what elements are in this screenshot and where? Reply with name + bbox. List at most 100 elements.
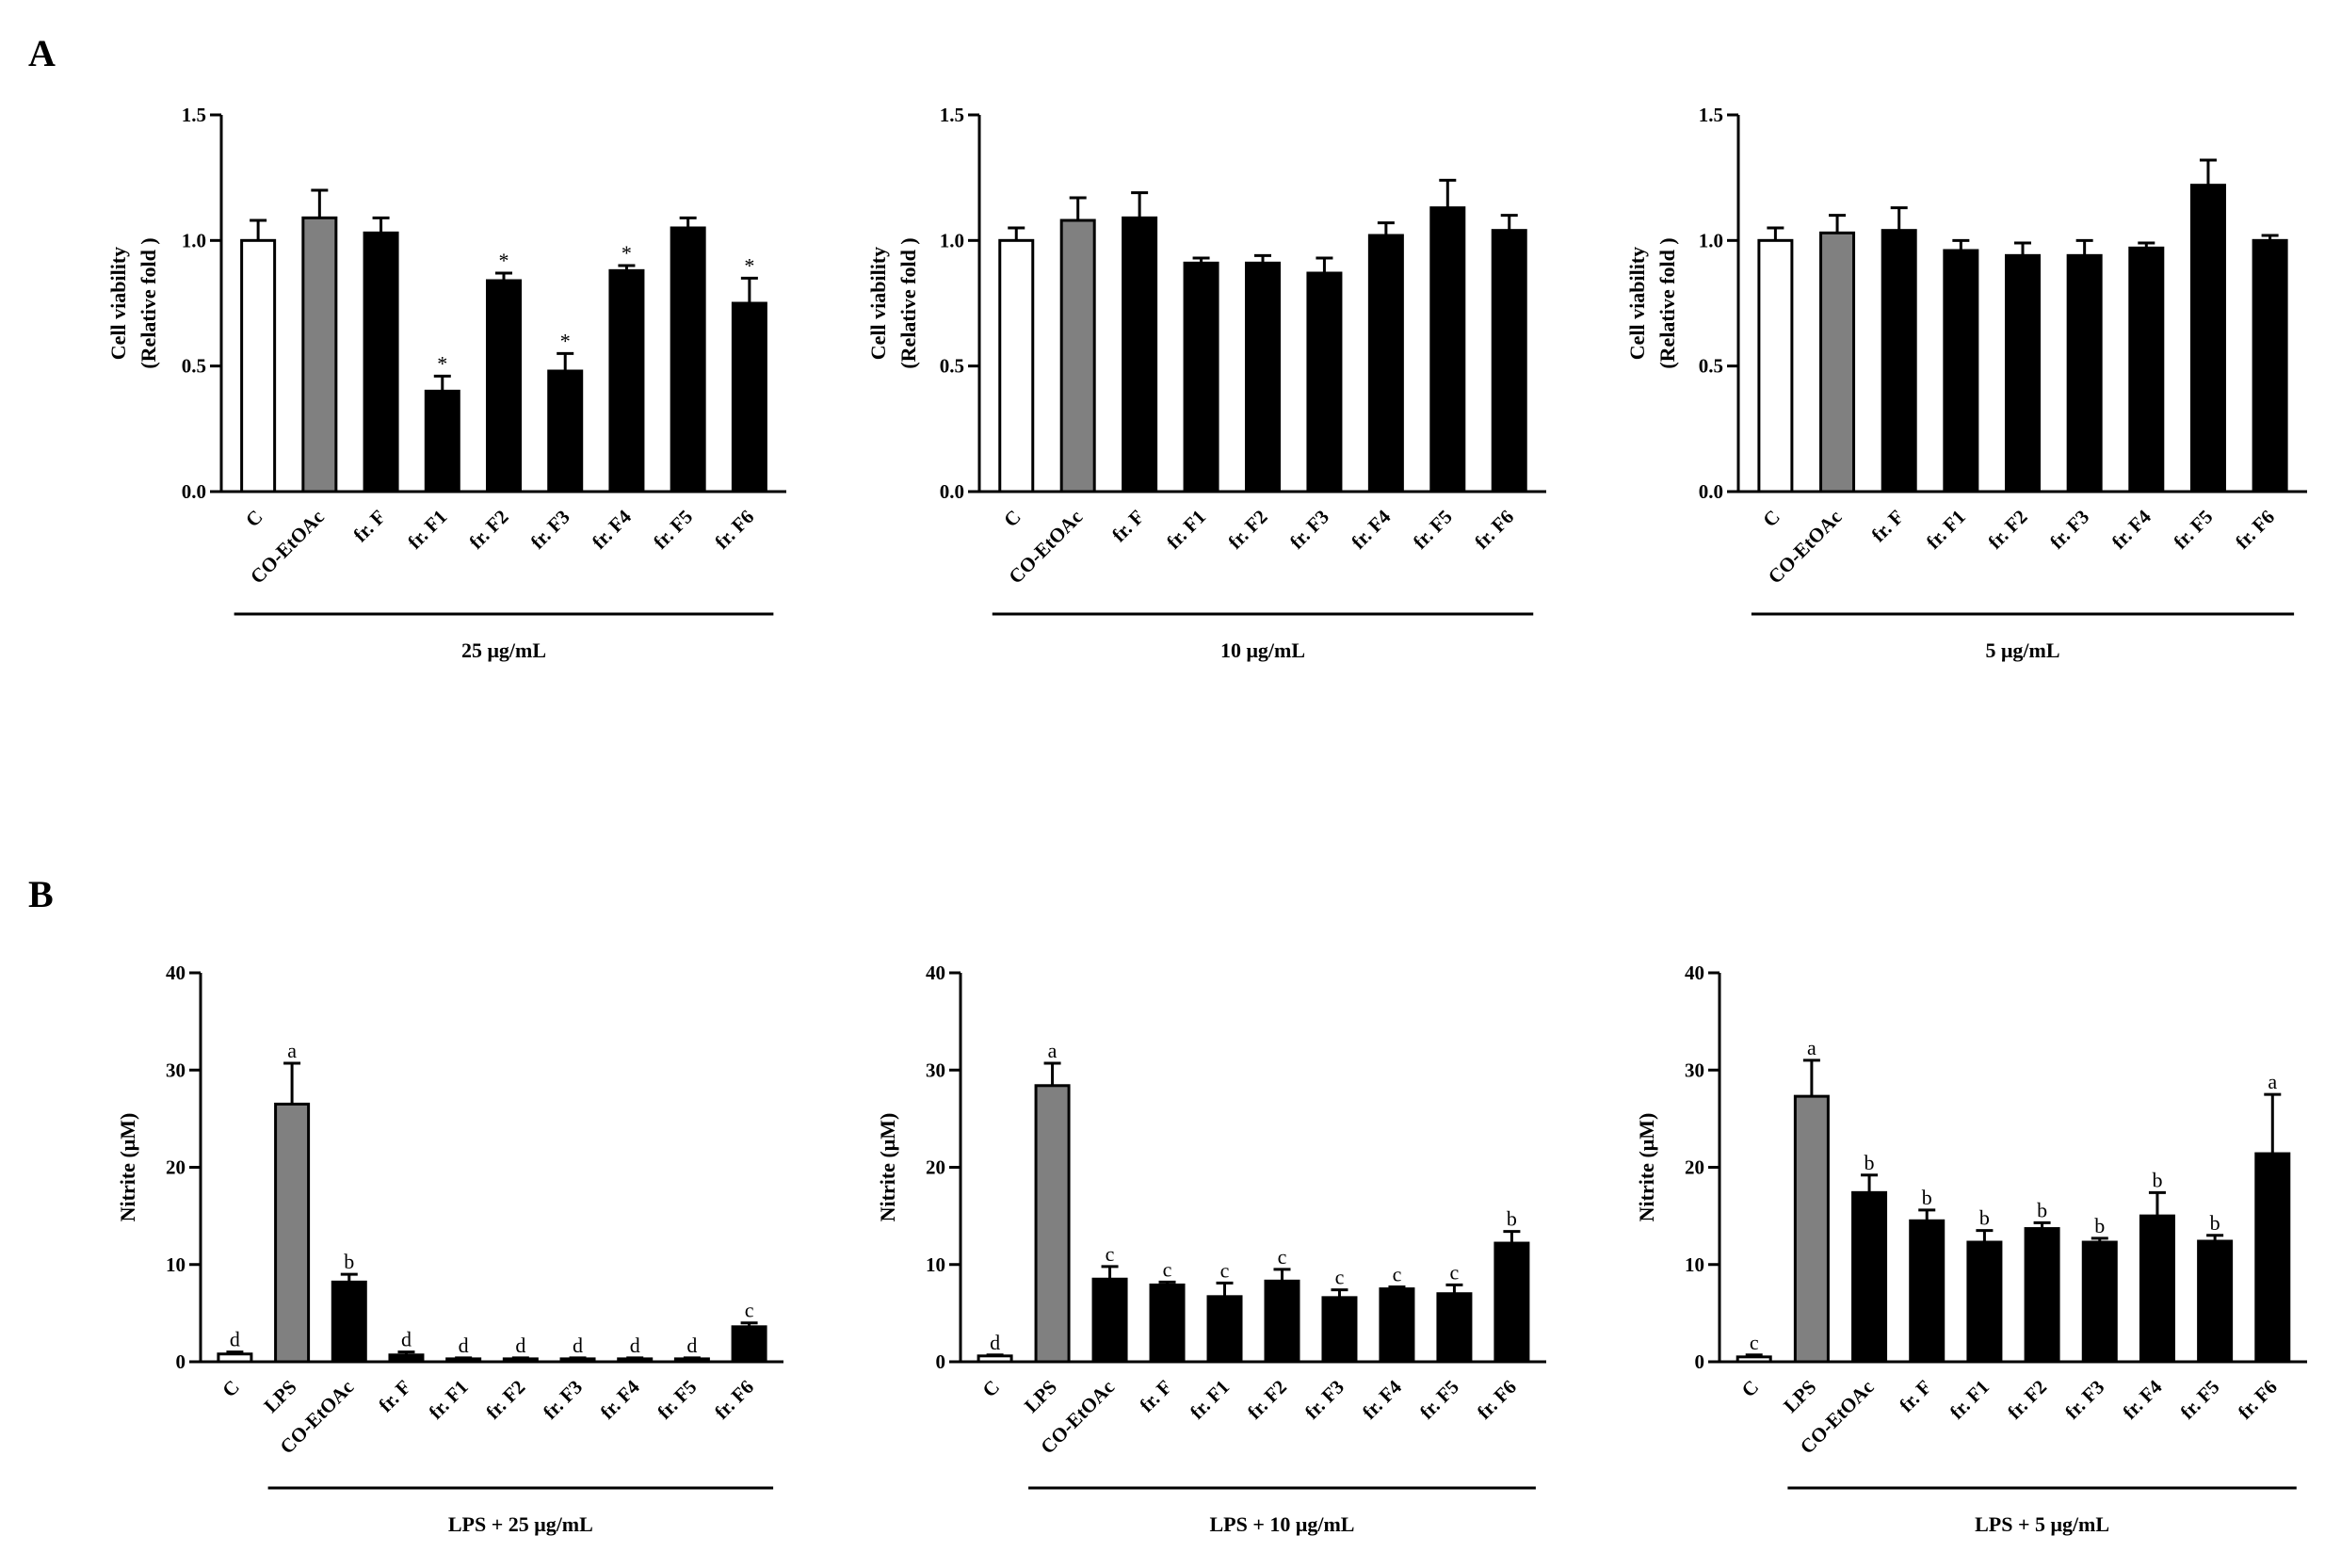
- category-label: fr. F: [1135, 1376, 1176, 1417]
- y-axis-label-line2: (Relative fold ): [1655, 237, 1679, 368]
- bar: [1245, 261, 1281, 493]
- significance-label: b: [2037, 1198, 2047, 1221]
- category-label: fr. F6: [1473, 1376, 1521, 1424]
- y-axis-label: Nitrite (μM): [116, 1113, 139, 1222]
- significance-label: *: [499, 249, 509, 272]
- category-label: fr. F3: [2060, 1376, 2108, 1424]
- panel-label-b: B: [28, 873, 54, 915]
- category-label: fr. F4: [2107, 505, 2155, 553]
- bar: [388, 1353, 425, 1364]
- significance-label: *: [622, 241, 632, 265]
- category-label: fr. F6: [1470, 506, 1518, 554]
- significance-label: d: [401, 1328, 412, 1351]
- y-tick-label: 0.5: [1699, 355, 1723, 378]
- bar: [731, 301, 767, 493]
- significance-label: d: [686, 1334, 697, 1357]
- category-label: C: [218, 1376, 244, 1402]
- y-tick-label: 30: [1685, 1059, 1704, 1081]
- significance-label: *: [560, 329, 571, 352]
- category-label: fr. F: [1867, 506, 1909, 547]
- group-label: 5 μg/mL: [1985, 639, 2059, 662]
- significance-label: b: [1507, 1207, 1517, 1231]
- y-tick-label: 10: [1685, 1253, 1704, 1276]
- y-tick-label: 0.0: [940, 480, 964, 503]
- category-label: fr. F4: [1358, 1375, 1406, 1423]
- significance-label: b: [2152, 1168, 2162, 1191]
- significance-label: c: [1220, 1258, 1230, 1282]
- category-label: fr. F5: [1415, 1376, 1463, 1424]
- category-label: fr. F6: [710, 506, 758, 554]
- y-tick-label: 20: [1685, 1156, 1704, 1179]
- significance-label: c: [1335, 1266, 1345, 1289]
- category-label: fr. F: [374, 1376, 415, 1417]
- bar: [2139, 1214, 2175, 1364]
- bar: [2252, 238, 2288, 493]
- category-label: fr. F3: [2045, 506, 2093, 554]
- significance-label: d: [630, 1334, 640, 1357]
- bar: [1819, 231, 1856, 493]
- significance-label: a: [1807, 1036, 1816, 1059]
- category-label: fr. F3: [1285, 506, 1333, 554]
- bar: [1091, 1277, 1128, 1364]
- significance-label: a: [2268, 1070, 2277, 1093]
- y-tick-label: 40: [1685, 962, 1704, 984]
- y-tick-label: 30: [166, 1059, 186, 1081]
- bar: [363, 231, 399, 493]
- significance-label: c: [1163, 1257, 1172, 1281]
- significance-label: c: [1278, 1245, 1287, 1269]
- significance-label: *: [744, 253, 754, 277]
- bar: [1379, 1287, 1415, 1364]
- category-label: fr. F4: [2118, 1375, 2166, 1423]
- category-label: fr. F2: [2003, 1376, 2051, 1424]
- bar: [240, 238, 277, 493]
- group-label: 10 μg/mL: [1220, 639, 1305, 662]
- chart-3: 0.0 0.5 1.0 1.5 Cell viability (Relative fold…: [1625, 104, 2307, 662]
- bar: [1321, 1296, 1358, 1364]
- category-label: fr. F2: [1983, 506, 2031, 554]
- bar: [217, 1352, 253, 1364]
- chart-2: 0.0 0.5 1.0 1.5 Cell viability (Relative fold…: [866, 104, 1546, 662]
- category-label: fr. F4: [596, 1375, 644, 1423]
- category-label: C: [241, 506, 267, 532]
- bar: [1493, 1241, 1530, 1364]
- bar: [731, 1325, 767, 1364]
- bar: [1736, 1355, 1772, 1364]
- significance-label: a: [1048, 1039, 1057, 1062]
- significance-label: d: [459, 1334, 469, 1357]
- bar: [1367, 234, 1404, 493]
- y-tick-label: 30: [926, 1059, 945, 1081]
- category-label: fr. F1: [403, 506, 451, 554]
- bar: [2081, 1240, 2118, 1364]
- bar: [1149, 1283, 1186, 1364]
- significance-label: *: [437, 351, 447, 375]
- y-axis-label: Nitrite (μM): [876, 1113, 899, 1222]
- category-label: fr. F4: [588, 505, 636, 553]
- bar: [1059, 218, 1096, 493]
- bar: [1491, 229, 1527, 493]
- y-axis-label: Cell viability: [866, 247, 890, 360]
- bar: [2024, 1227, 2060, 1364]
- bar: [1034, 1084, 1071, 1364]
- y-tick-label: 1.5: [182, 104, 206, 126]
- significance-label: d: [573, 1334, 583, 1357]
- significance-label: b: [1922, 1186, 1932, 1209]
- bar: [424, 389, 460, 493]
- category-label: C: [999, 506, 1025, 532]
- bar: [608, 268, 645, 493]
- category-label: fr. F5: [2176, 1376, 2224, 1424]
- bar: [670, 226, 706, 493]
- y-tick-label: 0.0: [182, 480, 206, 503]
- significance-label: c: [1393, 1262, 1402, 1285]
- category-label: fr. F2: [1223, 506, 1271, 554]
- category-label: LPS: [1779, 1376, 1820, 1417]
- y-tick-label: 0: [1695, 1350, 1705, 1373]
- category-label: fr. F2: [1243, 1376, 1291, 1424]
- y-tick-label: 20: [166, 1156, 186, 1179]
- category-label: fr. F: [348, 506, 390, 547]
- category-label: fr. F2: [464, 506, 512, 554]
- y-tick-label: 1.0: [182, 229, 206, 251]
- group-label: LPS + 25 μg/mL: [448, 1512, 593, 1536]
- category-label: fr. F1: [1186, 1376, 1234, 1424]
